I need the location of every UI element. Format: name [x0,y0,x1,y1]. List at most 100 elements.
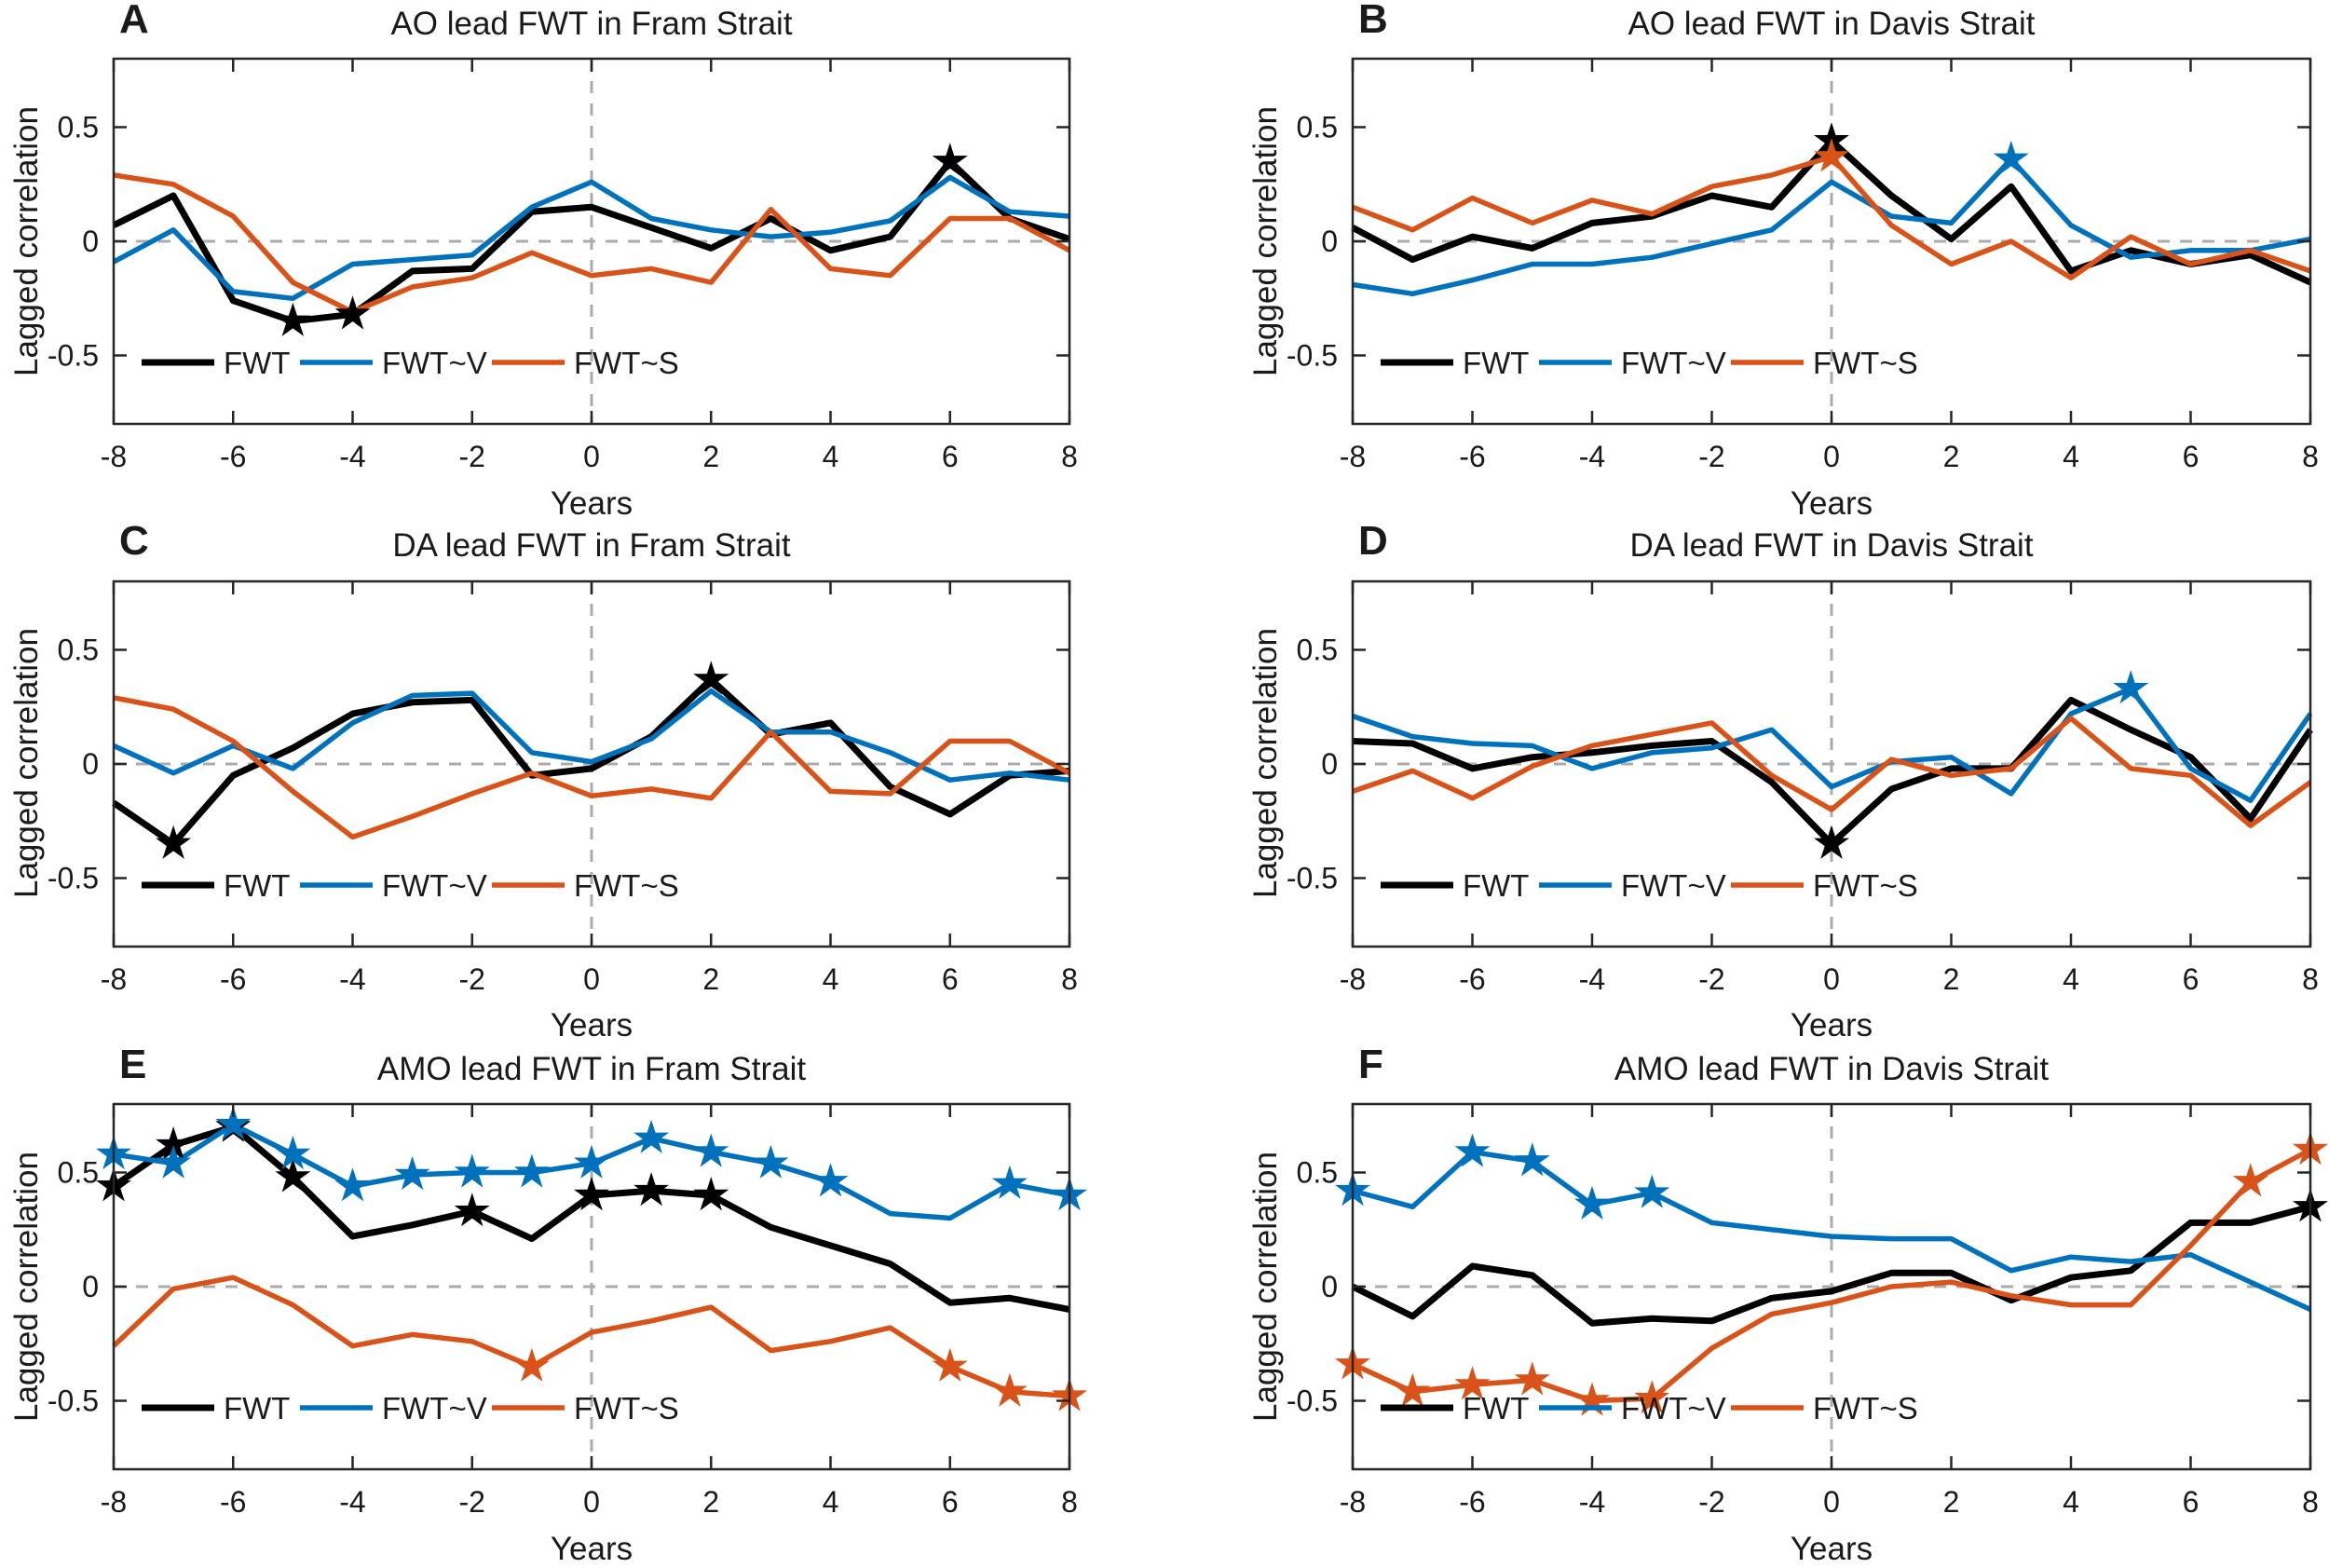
panel-C: C DA lead FWT in Fram Strait Lagged corr… [0,518,1164,1043]
significance-star-1 [753,1144,789,1179]
significance-star-1 [215,1106,252,1140]
legend-label-2: FWT~S [1813,1391,1918,1425]
panel-title-B: AO lead FWT in Davis Strait [1628,6,2036,42]
plot-area-A: -8 -6 -4 -2 0 2 4 6 8 -0.5 0 0.5 FWT FWT~V FWT~S [48,57,1078,473]
x-tick-label: 2 [702,1485,719,1519]
significance-star-1 [513,1153,550,1188]
x-tick-label: -6 [1459,440,1485,473]
x-tick-label: -8 [1340,962,1366,996]
significance-star-2 [1395,1372,1431,1407]
series-line-1 [1352,157,2311,297]
panel-letter-B: B [1358,0,1388,42]
panel-title-E: AMO lead FWT in Fram Strait [376,1051,807,1087]
x-tick-label: -4 [1579,440,1605,473]
y-tick-label: 0 [82,747,99,781]
series-line-0 [112,675,1070,848]
x-tick-label: -4 [1579,962,1605,996]
plot-area-E: -8 -6 -4 -2 0 2 4 6 8 -0.5 0 0.5 FWT FWT~V FWT~S [48,1102,1087,1519]
significance-star-2 [1814,138,1849,172]
significance-star-0 [334,295,371,330]
y-tick-label: -0.5 [48,1384,99,1418]
significance-star-1 [1634,1174,1670,1208]
significance-star-0 [574,1177,609,1211]
significance-star-1 [2113,670,2149,704]
significance-star-0 [1814,825,1849,859]
series-line-0 [112,157,1071,325]
significance-star-1 [1993,140,2029,174]
plot-area-F: -8 -6 -4 -2 0 2 4 6 8 -0.5 0 0.5 FWT FWT~V FWT~S [1287,1102,2328,1519]
y-tick-label: 0 [82,225,99,258]
x-tick-label: -4 [339,1485,365,1519]
x-tick-label: -4 [339,962,365,996]
y-tick-label: -0.5 [48,339,99,373]
y-tick-label: 0 [1321,1270,1338,1303]
y-tick-label: 0 [1321,225,1338,258]
panel-title-C: DA lead FWT in Fram Strait [392,527,791,564]
plot-area-B: -8 -6 -4 -2 0 2 4 6 8 -0.5 0 0.5 FWT FWT~V FWT~S [1287,57,2319,473]
panel-E: E AMO lead FWT in Fram Strait Lagged cor… [0,1042,1164,1567]
y-tick-label: 0.5 [58,1156,99,1190]
x-tick-label: 8 [2302,1485,2319,1519]
significance-star-1 [633,1119,670,1153]
legend-label-1: FWT~V [1621,346,1726,380]
x-tick-label: 4 [823,1485,839,1519]
x-tick-label: -8 [101,1485,127,1519]
significance-star-0 [693,661,729,695]
significance-star-2 [1454,1366,1491,1400]
x-tick-label: -2 [1698,1485,1724,1519]
x-tick-label: 2 [1943,962,1960,996]
significance-star-2 [932,1347,968,1382]
panel-B: B AO lead FWT in Davis Strait Lagged cor… [1164,0,2329,522]
x-tick-label: 0 [1823,962,1840,996]
legend-label-2: FWT~S [574,868,679,903]
x-tick-label: 4 [2063,440,2079,473]
x-tick-label: -6 [220,440,246,473]
significance-star-1 [574,1144,609,1179]
legend-label-1: FWT~V [382,1391,487,1425]
significance-star-1 [275,1135,311,1170]
significance-star-2 [2232,1163,2268,1197]
y-tick-label: 0.5 [1297,111,1338,144]
panel-letter-C: C [119,518,149,564]
y-tick-label: -0.5 [1287,339,1338,373]
series-line-2 [112,1275,1070,1399]
x-tick-label: -2 [459,1485,485,1519]
x-tick-label: -6 [220,962,246,996]
x-tick-label: -6 [220,1485,246,1519]
significance-star-1 [394,1156,430,1191]
significance-star-0 [275,302,311,336]
significance-star-0 [454,1193,490,1227]
x-tick-label: -2 [459,440,485,473]
significance-star-1 [156,1144,192,1179]
legend-label-0: FWT [224,1391,290,1425]
significance-star-1 [1514,1142,1550,1177]
significance-star-0 [932,143,968,177]
panel-title-D: DA lead FWT in Davis Strait [1629,527,2034,564]
series-line-2 [113,695,1071,840]
significance-star-2 [1634,1380,1670,1414]
significance-star-1 [1574,1185,1610,1220]
significance-star-1 [991,1165,1028,1199]
x-tick-label: -8 [101,440,127,473]
significance-star-1 [334,1167,371,1202]
x-tick-label: -8 [1340,1485,1366,1519]
significance-star-0 [633,1172,670,1207]
legend-label-1: FWT~V [1621,868,1726,903]
panel-letter-D: D [1358,518,1388,564]
x-tick-label: 0 [1823,440,1840,473]
significance-star-0 [693,1177,729,1211]
y-tick-label: 0 [1321,747,1338,781]
x-tick-label: 6 [942,440,959,473]
x-tick-label: 8 [1061,962,1078,996]
x-axis-label-C: Years [550,1007,633,1043]
x-tick-label: 8 [2302,440,2319,473]
series-line-1 [112,174,1070,302]
legend-label-0: FWT [1463,346,1529,380]
x-tick-label: 6 [942,962,959,996]
x-tick-label: 0 [583,440,600,473]
x-tick-label: 6 [942,1485,959,1519]
significance-star-0 [275,1158,311,1193]
panel-letter-A: A [119,0,149,42]
x-axis-label-A: Years [550,485,633,522]
